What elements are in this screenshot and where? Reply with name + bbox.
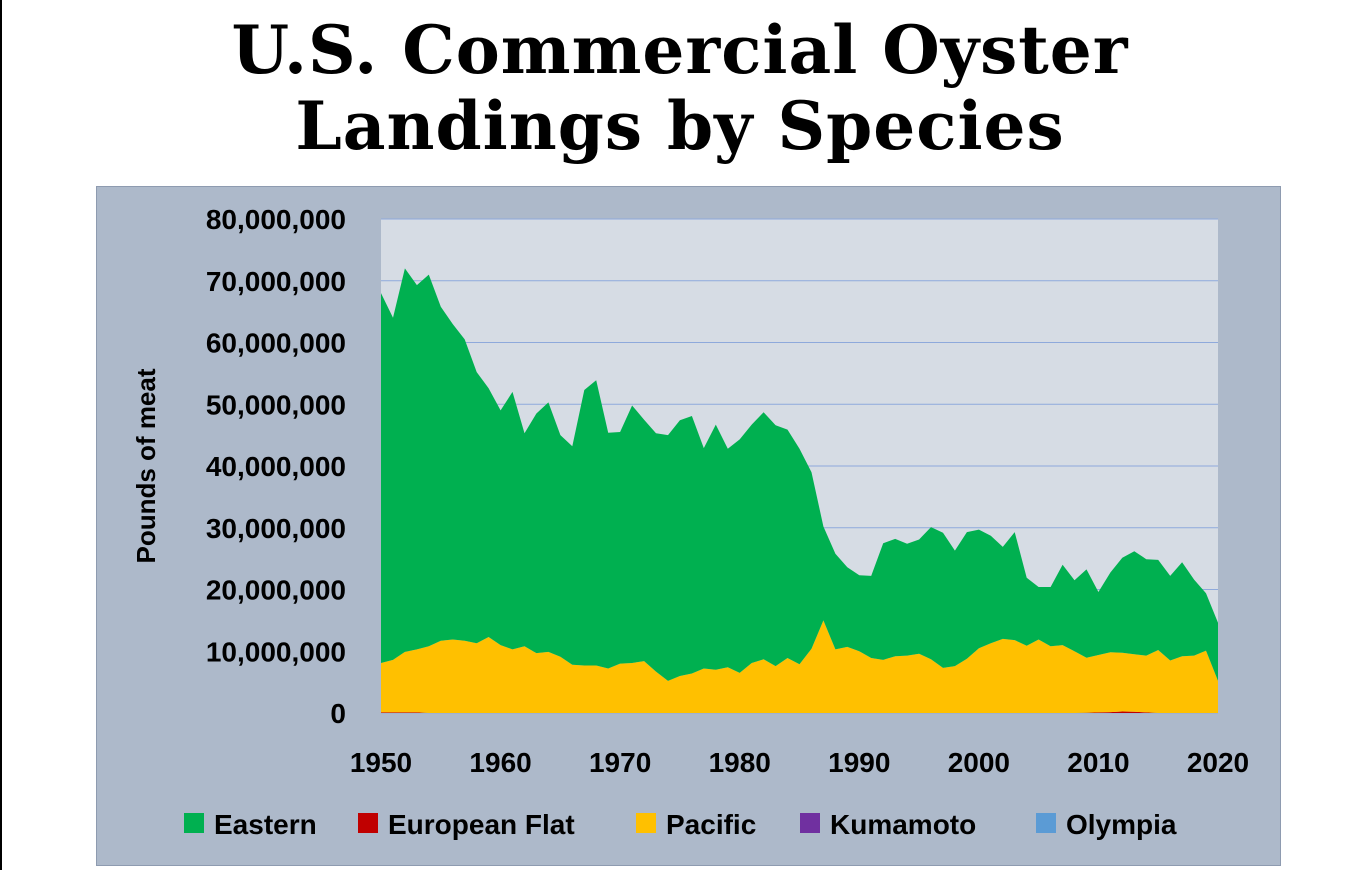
x-tick-label: 1990 bbox=[828, 747, 890, 778]
y-tick-label: 40,000,000 bbox=[206, 451, 346, 482]
x-tick-label: 2000 bbox=[948, 747, 1010, 778]
chart-title-line-2: Landings by Species bbox=[295, 87, 1065, 165]
x-tick-label: 1950 bbox=[350, 747, 412, 778]
y-tick-label: 80,000,000 bbox=[206, 204, 346, 235]
legend-swatch-pacific bbox=[636, 813, 656, 833]
y-tick-label: 60,000,000 bbox=[206, 328, 346, 359]
legend-label-european-flat: European Flat bbox=[388, 809, 575, 840]
x-tick-label: 1960 bbox=[469, 747, 531, 778]
y-tick-label: 70,000,000 bbox=[206, 266, 346, 297]
legend-label-olympia: Olympia bbox=[1066, 809, 1177, 840]
x-tick-label: 1970 bbox=[589, 747, 651, 778]
x-tick-label: 2020 bbox=[1187, 747, 1249, 778]
area-series-pacific bbox=[381, 620, 1218, 713]
area-series-eastern bbox=[381, 268, 1218, 681]
legend-swatch-olympia bbox=[1036, 813, 1056, 833]
legend-swatch-eastern bbox=[184, 813, 204, 833]
legend-label-pacific: Pacific bbox=[666, 809, 756, 840]
left-border-rule bbox=[0, 0, 2, 870]
x-tick-label: 1980 bbox=[709, 747, 771, 778]
y-tick-label: 0 bbox=[330, 698, 346, 729]
y-tick-label: 10,000,000 bbox=[206, 636, 346, 667]
legend-swatch-kumamoto bbox=[800, 813, 820, 833]
chart-title-line-1: U.S. Commercial Oyster bbox=[231, 11, 1129, 89]
y-tick-label: 20,000,000 bbox=[206, 575, 346, 606]
y-axis-title: Pounds of meat bbox=[131, 368, 161, 563]
legend-label-eastern: Eastern bbox=[214, 809, 317, 840]
x-tick-label: 2010 bbox=[1067, 747, 1129, 778]
chart-title: U.S. Commercial Oyster Landings by Speci… bbox=[0, 12, 1360, 164]
y-tick-label: 50,000,000 bbox=[206, 389, 346, 420]
area-series-european-flat bbox=[381, 711, 1218, 713]
legend-label-kumamoto: Kumamoto bbox=[830, 809, 976, 840]
legend-swatch-european-flat bbox=[358, 813, 378, 833]
y-tick-label: 30,000,000 bbox=[206, 513, 346, 544]
